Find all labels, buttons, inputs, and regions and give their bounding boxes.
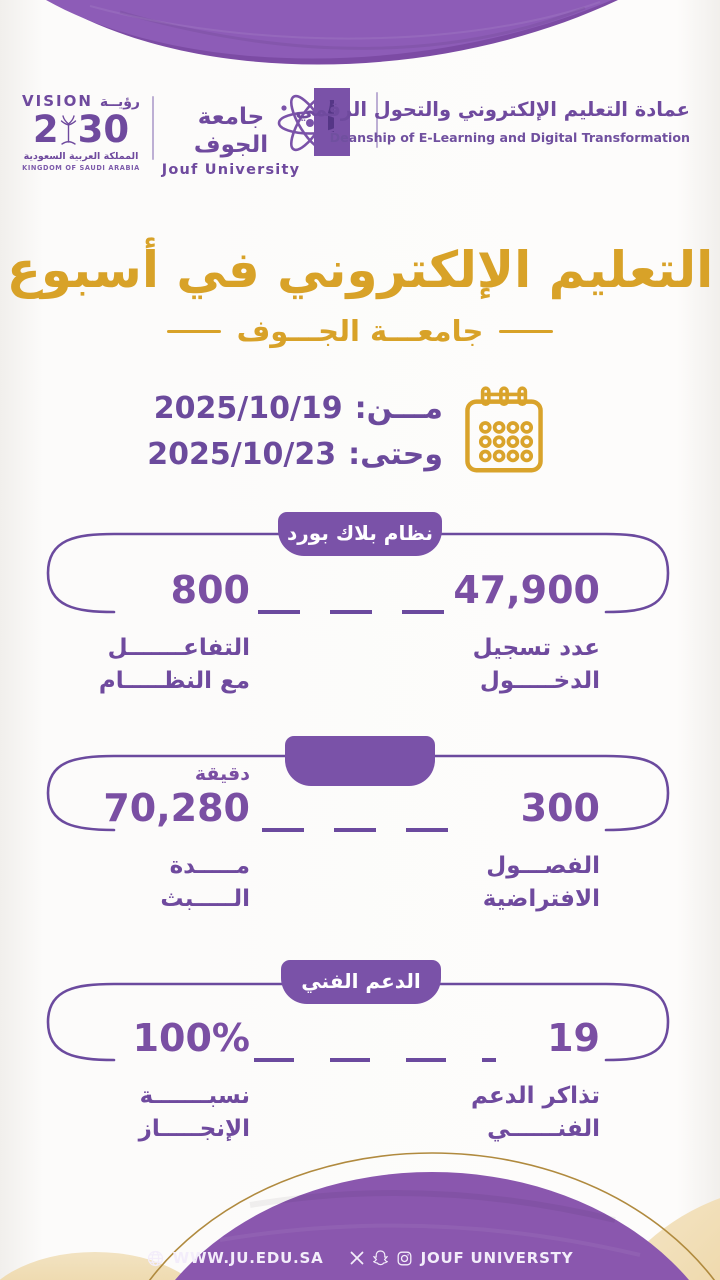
social-handle: JOUF UNIVERSTY — [420, 1249, 574, 1267]
vision-2030-number: 2 30 — [32, 108, 130, 151]
university-logo: جامعة الجوف Jouf University — [160, 103, 302, 178]
vision-word-ar: رؤيــة — [99, 94, 140, 110]
stat-broadcast-minutes: دقيقة 70,280 — [75, 762, 250, 830]
atom-icon — [277, 88, 350, 156]
card-outline — [46, 532, 670, 614]
date-from-label: مـــن: — [354, 390, 443, 426]
tan-circle-left — [0, 1252, 191, 1280]
stat-virtual-classes: 300 — [425, 786, 600, 830]
subtitle-dash — [499, 329, 554, 333]
stat-completion-rate: 100% — [75, 1016, 250, 1060]
footer-dome — [175, 1172, 689, 1280]
vision-word-en: VISION — [22, 92, 93, 110]
vision-country-ar: المملكة العربية السعودية — [23, 151, 139, 162]
university-name-ar: جامعة الجوف — [193, 104, 269, 158]
globe-icon — [147, 1250, 163, 1266]
stats-card-blackboard: نظام بلاك بورد 47,900 عدد تسجيل الدخــــ… — [0, 510, 720, 720]
date-from-value: 2025/10/19 — [153, 390, 343, 426]
page-title: التعليم الإلكتروني في أسبوع — [6, 241, 714, 299]
footer-decoration — [0, 1152, 720, 1280]
top-wave-decoration — [46, 0, 618, 65]
stat-interactions: 800 — [75, 568, 250, 612]
date-from-row: مـــن: 2025/10/19 — [147, 391, 443, 426]
date-rows: مـــن: 2025/10/19 وحتى: 2025/10/23 — [147, 391, 443, 472]
stats-card-virtual-classes: 300 الفصـــول الافتراضية دقيقة 70,280 مـ… — [0, 733, 720, 943]
date-to-label: وحتى: — [348, 436, 443, 472]
stat-unit: دقيقة — [194, 763, 250, 785]
stat-value: 70,280 — [103, 786, 250, 830]
stat-value: 19 — [547, 1016, 600, 1060]
vision-word: VISION رؤيــة — [18, 92, 144, 110]
university-name-en: Jouf University — [161, 162, 301, 178]
stat-value: 800 — [170, 568, 250, 612]
footer-links: WWW.JU.EDU.SA JOUF UNIVERSTY — [0, 1249, 720, 1267]
website-url: WWW.JU.EDU.SA — [172, 1249, 324, 1267]
date-to-row: وحتى: 2025/10/23 — [147, 437, 443, 472]
saudi-emblem-icon — [60, 115, 76, 145]
instagram-icon — [397, 1251, 412, 1265]
calendar-icon — [465, 386, 543, 473]
stat-value: 300 — [520, 786, 600, 830]
x-icon — [350, 1251, 363, 1265]
page-subtitle: جامعـــة الجـــوف — [0, 314, 720, 348]
deanship-title: عمادة التعليم الإلكتروني والتحول الرقمي … — [295, 97, 690, 145]
deanship-title-ar: عمادة التعليم الإلكتروني والتحول الرقمي — [295, 98, 690, 121]
stats-card-support: الدعم الفني 19 تذاكر الدعم الفنــــــي 1… — [0, 958, 720, 1168]
stat-value: 100% — [132, 1016, 250, 1060]
deanship-title-en: Deanship of E-Learning and Digital Trans… — [329, 130, 690, 145]
card-badge: الدعم الفني — [281, 960, 441, 1004]
card-badge: نظام بلاك بورد — [278, 512, 442, 556]
card-badge-empty — [285, 736, 435, 786]
vision-country-en: KINGDOM OF SAUDI ARABIA — [22, 164, 140, 172]
date-range: مـــن: 2025/10/19 وحتى: 2025/10/23 — [147, 386, 545, 476]
stat-logins: 47,900 — [425, 568, 600, 612]
stat-support-tickets: 19 — [425, 1016, 600, 1060]
vision-2030-logo: VISION رؤيــة 2 30 المملكة العربية السعو… — [18, 92, 144, 172]
header-divider-right — [376, 92, 378, 148]
subtitle-dash — [166, 329, 221, 333]
gold-arc — [149, 1152, 715, 1280]
subtitle-text: جامعـــة الجـــوف — [236, 314, 484, 348]
date-to-value: 2025/10/23 — [147, 436, 337, 472]
stat-value: 47,900 — [453, 568, 600, 612]
snapchat-icon — [372, 1250, 388, 1266]
header-divider-left — [152, 96, 154, 160]
